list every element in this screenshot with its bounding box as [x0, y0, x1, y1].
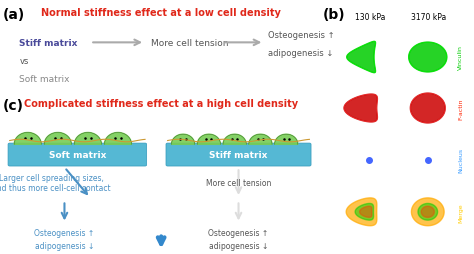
- Text: Stiff matrix: Stiff matrix: [19, 39, 78, 48]
- Text: More cell tension: More cell tension: [206, 178, 271, 187]
- Text: 3170 kPa: 3170 kPa: [411, 13, 447, 22]
- FancyBboxPatch shape: [166, 144, 311, 166]
- Text: Complicated stiffness effect at a high cell density: Complicated stiffness effect at a high c…: [24, 99, 298, 109]
- Text: (b): (b): [323, 8, 346, 22]
- Polygon shape: [44, 133, 72, 145]
- Polygon shape: [421, 207, 434, 217]
- Text: More cell tension: More cell tension: [152, 39, 229, 48]
- Polygon shape: [274, 135, 298, 145]
- Polygon shape: [197, 135, 220, 145]
- Text: Vinculin: Vinculin: [458, 45, 463, 70]
- Text: Soft matrix: Soft matrix: [49, 150, 106, 160]
- Polygon shape: [418, 204, 438, 220]
- Text: adipogenesis ↓: adipogenesis ↓: [267, 49, 333, 58]
- Text: Soft matrix: Soft matrix: [19, 74, 70, 83]
- Text: Osteogenesis ↑: Osteogenesis ↑: [267, 31, 334, 40]
- Polygon shape: [409, 43, 447, 73]
- Text: 130 kPa: 130 kPa: [355, 13, 385, 22]
- Text: Normal stiffness effect at a low cell density: Normal stiffness effect at a low cell de…: [41, 8, 281, 18]
- Polygon shape: [249, 135, 272, 145]
- Polygon shape: [344, 95, 377, 122]
- Text: 40 μm: 40 μm: [435, 232, 452, 237]
- Text: Osteogenesis ↑: Osteogenesis ↑: [209, 229, 269, 237]
- Text: (a): (a): [3, 8, 26, 22]
- Text: Nucleus: Nucleus: [458, 148, 463, 173]
- Text: (c): (c): [3, 99, 24, 113]
- Text: adipogenesis ↓: adipogenesis ↓: [35, 241, 94, 250]
- Text: Larger cell spreading sizes,
and thus more cell-cell contact: Larger cell spreading sizes, and thus mo…: [0, 173, 111, 193]
- Text: Osteogenesis ↑: Osteogenesis ↑: [34, 229, 95, 237]
- Polygon shape: [74, 133, 101, 145]
- Polygon shape: [360, 207, 372, 217]
- FancyBboxPatch shape: [8, 144, 146, 166]
- Polygon shape: [14, 133, 41, 145]
- Polygon shape: [410, 94, 445, 123]
- Polygon shape: [104, 133, 131, 145]
- Polygon shape: [347, 42, 375, 73]
- Text: Merge: Merge: [458, 202, 463, 222]
- Polygon shape: [411, 198, 444, 226]
- Polygon shape: [223, 135, 246, 145]
- Text: Stiff matrix: Stiff matrix: [210, 150, 268, 160]
- Polygon shape: [172, 135, 195, 145]
- Polygon shape: [355, 204, 374, 220]
- Text: vs: vs: [19, 56, 29, 66]
- Text: adipogenesis ↓: adipogenesis ↓: [209, 241, 268, 250]
- Text: F-actin: F-actin: [458, 98, 463, 119]
- Polygon shape: [346, 198, 377, 226]
